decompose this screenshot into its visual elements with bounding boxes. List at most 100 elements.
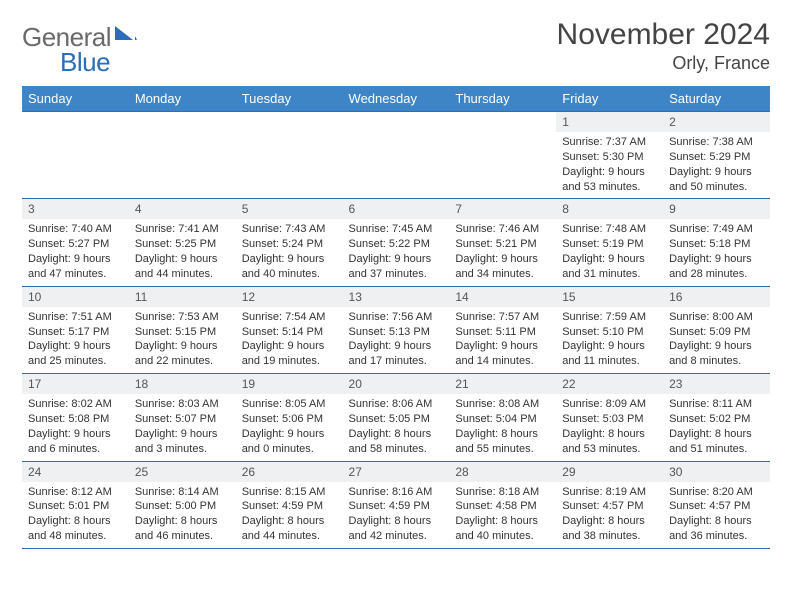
day-details: Sunrise: 8:03 AMSunset: 5:07 PMDaylight:… — [129, 394, 236, 460]
day-number: 20 — [343, 374, 450, 394]
calendar-day-cell — [236, 112, 343, 199]
sunrise-line: Sunrise: 7:57 AM — [455, 310, 550, 325]
sunrise-line: Sunrise: 8:12 AM — [28, 485, 123, 500]
logo-text: General Blue — [22, 22, 137, 78]
daylight-line: Daylight: 8 hours and 58 minutes. — [349, 427, 444, 457]
sunrise-line: Sunrise: 7:40 AM — [28, 222, 123, 237]
daylight-line: Daylight: 8 hours and 46 minutes. — [135, 514, 230, 544]
calendar-day-cell: 11Sunrise: 7:53 AMSunset: 5:15 PMDayligh… — [129, 286, 236, 373]
sunrise-line: Sunrise: 8:19 AM — [562, 485, 657, 500]
sunrise-line: Sunrise: 7:53 AM — [135, 310, 230, 325]
calendar-day-cell: 22Sunrise: 8:09 AMSunset: 5:03 PMDayligh… — [556, 374, 663, 461]
day-number: 7 — [449, 199, 556, 219]
calendar-day-cell: 1Sunrise: 7:37 AMSunset: 5:30 PMDaylight… — [556, 112, 663, 199]
day-details: Sunrise: 7:45 AMSunset: 5:22 PMDaylight:… — [343, 219, 450, 285]
day-details: Sunrise: 8:08 AMSunset: 5:04 PMDaylight:… — [449, 394, 556, 460]
sunset-line: Sunset: 5:29 PM — [669, 150, 764, 165]
day-number: 18 — [129, 374, 236, 394]
day-number: 6 — [343, 199, 450, 219]
title-block: November 2024 Orly, France — [557, 18, 770, 74]
day-details: Sunrise: 8:16 AMSunset: 4:59 PMDaylight:… — [343, 482, 450, 548]
sunrise-line: Sunrise: 7:51 AM — [28, 310, 123, 325]
calendar-day-cell: 3Sunrise: 7:40 AMSunset: 5:27 PMDaylight… — [22, 199, 129, 286]
sunrise-line: Sunrise: 8:06 AM — [349, 397, 444, 412]
sunset-line: Sunset: 5:03 PM — [562, 412, 657, 427]
sunrise-line: Sunrise: 8:15 AM — [242, 485, 337, 500]
calendar-day-cell: 27Sunrise: 8:16 AMSunset: 4:59 PMDayligh… — [343, 461, 450, 548]
calendar-day-cell: 24Sunrise: 8:12 AMSunset: 5:01 PMDayligh… — [22, 461, 129, 548]
calendar-day-cell: 14Sunrise: 7:57 AMSunset: 5:11 PMDayligh… — [449, 286, 556, 373]
day-number: 23 — [663, 374, 770, 394]
day-details: Sunrise: 7:46 AMSunset: 5:21 PMDaylight:… — [449, 219, 556, 285]
sunrise-line: Sunrise: 7:43 AM — [242, 222, 337, 237]
day-details: Sunrise: 7:54 AMSunset: 5:14 PMDaylight:… — [236, 307, 343, 373]
sunset-line: Sunset: 5:01 PM — [28, 499, 123, 514]
day-details: Sunrise: 8:19 AMSunset: 4:57 PMDaylight:… — [556, 482, 663, 548]
sunrise-line: Sunrise: 8:18 AM — [455, 485, 550, 500]
weekday-header: Wednesday — [343, 86, 450, 112]
calendar-day-cell: 21Sunrise: 8:08 AMSunset: 5:04 PMDayligh… — [449, 374, 556, 461]
sunset-line: Sunset: 5:18 PM — [669, 237, 764, 252]
calendar-day-cell: 19Sunrise: 8:05 AMSunset: 5:06 PMDayligh… — [236, 374, 343, 461]
day-number: 29 — [556, 462, 663, 482]
daylight-line: Daylight: 9 hours and 28 minutes. — [669, 252, 764, 282]
sunset-line: Sunset: 5:24 PM — [242, 237, 337, 252]
weekday-header: Monday — [129, 86, 236, 112]
calendar-day-cell: 20Sunrise: 8:06 AMSunset: 5:05 PMDayligh… — [343, 374, 450, 461]
sunset-line: Sunset: 4:59 PM — [242, 499, 337, 514]
sunset-line: Sunset: 5:22 PM — [349, 237, 444, 252]
day-number: 10 — [22, 287, 129, 307]
sunrise-line: Sunrise: 8:11 AM — [669, 397, 764, 412]
calendar-day-cell: 10Sunrise: 7:51 AMSunset: 5:17 PMDayligh… — [22, 286, 129, 373]
day-number: 2 — [663, 112, 770, 132]
sunrise-line: Sunrise: 8:00 AM — [669, 310, 764, 325]
daylight-line: Daylight: 9 hours and 6 minutes. — [28, 427, 123, 457]
day-number: 1 — [556, 112, 663, 132]
calendar-week-row: 1Sunrise: 7:37 AMSunset: 5:30 PMDaylight… — [22, 112, 770, 199]
calendar-day-cell: 9Sunrise: 7:49 AMSunset: 5:18 PMDaylight… — [663, 199, 770, 286]
weekday-header: Saturday — [663, 86, 770, 112]
daylight-line: Daylight: 9 hours and 22 minutes. — [135, 339, 230, 369]
daylight-line: Daylight: 9 hours and 37 minutes. — [349, 252, 444, 282]
sunrise-line: Sunrise: 8:02 AM — [28, 397, 123, 412]
day-details: Sunrise: 8:09 AMSunset: 5:03 PMDaylight:… — [556, 394, 663, 460]
sail-icon — [115, 24, 137, 40]
day-details: Sunrise: 8:20 AMSunset: 4:57 PMDaylight:… — [663, 482, 770, 548]
weekday-header: Friday — [556, 86, 663, 112]
sunset-line: Sunset: 5:13 PM — [349, 325, 444, 340]
daylight-line: Daylight: 8 hours and 42 minutes. — [349, 514, 444, 544]
sunrise-line: Sunrise: 8:16 AM — [349, 485, 444, 500]
sunset-line: Sunset: 5:00 PM — [135, 499, 230, 514]
calendar-day-cell: 7Sunrise: 7:46 AMSunset: 5:21 PMDaylight… — [449, 199, 556, 286]
calendar-day-cell: 25Sunrise: 8:14 AMSunset: 5:00 PMDayligh… — [129, 461, 236, 548]
sunset-line: Sunset: 5:11 PM — [455, 325, 550, 340]
day-details: Sunrise: 7:57 AMSunset: 5:11 PMDaylight:… — [449, 307, 556, 373]
calendar-day-cell — [22, 112, 129, 199]
day-number: 13 — [343, 287, 450, 307]
day-details: Sunrise: 7:49 AMSunset: 5:18 PMDaylight:… — [663, 219, 770, 285]
daylight-line: Daylight: 9 hours and 50 minutes. — [669, 165, 764, 195]
daylight-line: Daylight: 9 hours and 0 minutes. — [242, 427, 337, 457]
sunset-line: Sunset: 5:21 PM — [455, 237, 550, 252]
sunrise-line: Sunrise: 7:54 AM — [242, 310, 337, 325]
daylight-line: Daylight: 9 hours and 17 minutes. — [349, 339, 444, 369]
sunset-line: Sunset: 5:09 PM — [669, 325, 764, 340]
location: Orly, France — [557, 53, 770, 74]
sunset-line: Sunset: 4:57 PM — [669, 499, 764, 514]
day-number: 4 — [129, 199, 236, 219]
sunset-line: Sunset: 5:07 PM — [135, 412, 230, 427]
day-number: 25 — [129, 462, 236, 482]
day-details: Sunrise: 8:12 AMSunset: 5:01 PMDaylight:… — [22, 482, 129, 548]
daylight-line: Daylight: 8 hours and 53 minutes. — [562, 427, 657, 457]
day-details: Sunrise: 8:00 AMSunset: 5:09 PMDaylight:… — [663, 307, 770, 373]
day-details: Sunrise: 8:02 AMSunset: 5:08 PMDaylight:… — [22, 394, 129, 460]
weekday-header: Thursday — [449, 86, 556, 112]
day-details: Sunrise: 7:38 AMSunset: 5:29 PMDaylight:… — [663, 132, 770, 198]
logo: General Blue — [22, 18, 137, 78]
sunrise-line: Sunrise: 7:38 AM — [669, 135, 764, 150]
sunset-line: Sunset: 5:06 PM — [242, 412, 337, 427]
daylight-line: Daylight: 9 hours and 34 minutes. — [455, 252, 550, 282]
sunrise-line: Sunrise: 8:03 AM — [135, 397, 230, 412]
day-details: Sunrise: 8:06 AMSunset: 5:05 PMDaylight:… — [343, 394, 450, 460]
sunrise-line: Sunrise: 7:37 AM — [562, 135, 657, 150]
